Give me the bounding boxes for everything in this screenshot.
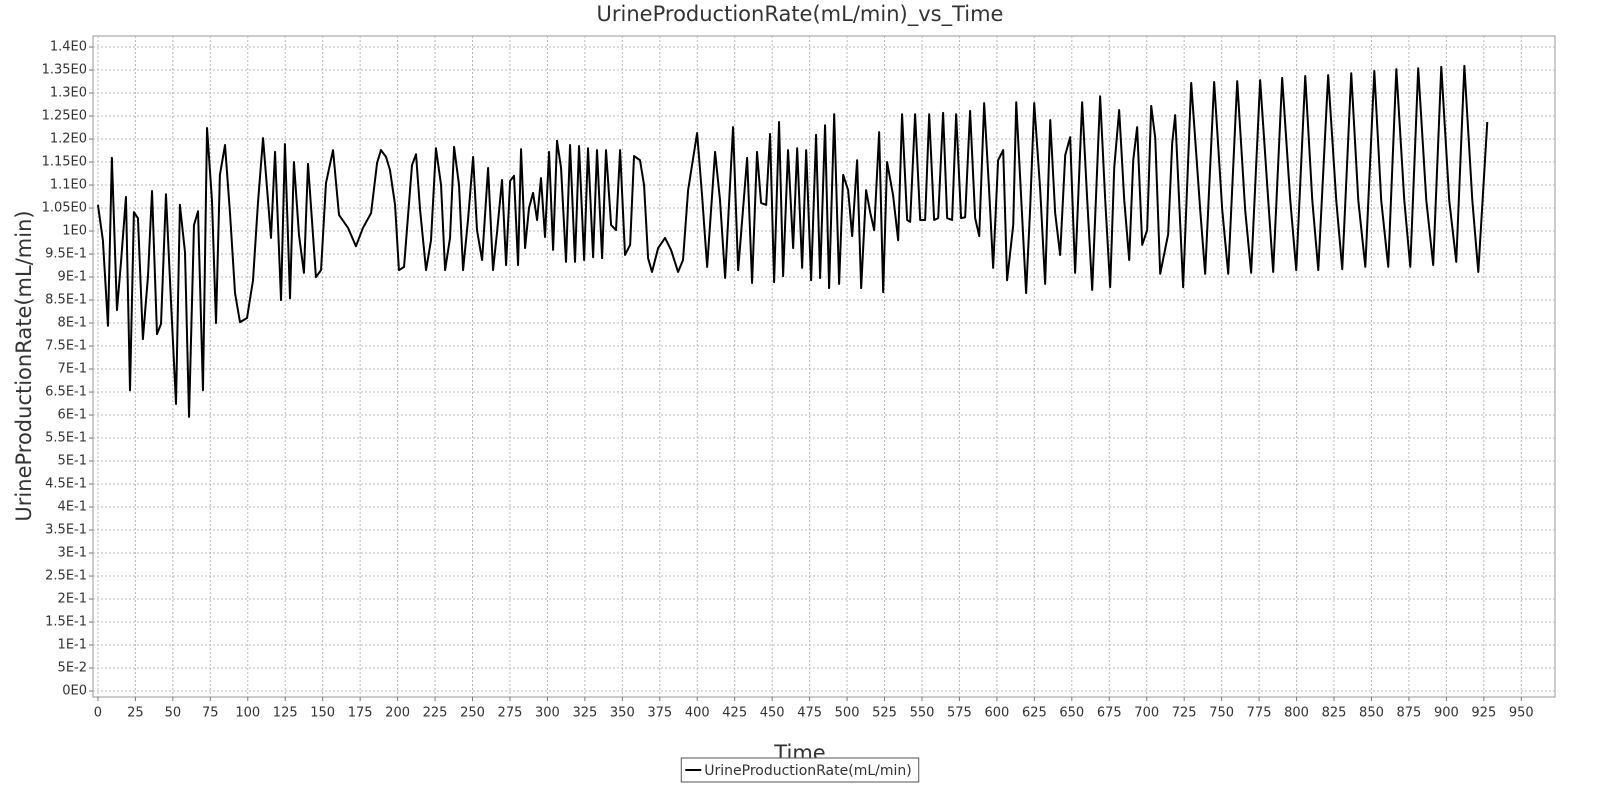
y-tick-label: 8E-1 bbox=[58, 316, 87, 331]
x-tick-label: 575 bbox=[947, 706, 972, 721]
y-tick-label: 4E-1 bbox=[58, 500, 87, 515]
x-tick-label: 625 bbox=[1022, 706, 1047, 721]
x-tick-label: 325 bbox=[572, 706, 597, 721]
chart-title: UrineProductionRate(mL/min)_vs_Time bbox=[597, 2, 1004, 27]
x-tick-label: 500 bbox=[835, 706, 860, 721]
x-tick-label: 350 bbox=[610, 706, 635, 721]
y-tick-label: 1.5E-1 bbox=[45, 615, 87, 630]
x-tick-label: 150 bbox=[310, 706, 335, 721]
x-tick-label: 700 bbox=[1134, 706, 1159, 721]
y-tick-label: 1E-1 bbox=[58, 638, 87, 653]
x-tick-label: 450 bbox=[760, 706, 785, 721]
y-tick-label: 3.5E-1 bbox=[45, 523, 87, 538]
x-tick-label: 125 bbox=[273, 706, 298, 721]
x-tick-label: 725 bbox=[1172, 706, 1197, 721]
y-tick-label: 2.5E-1 bbox=[45, 569, 87, 584]
x-tick-label: 250 bbox=[460, 706, 485, 721]
y-tick-label: 3E-1 bbox=[58, 546, 87, 561]
x-tick-label: 475 bbox=[797, 706, 822, 721]
y-tick-label: 8.5E-1 bbox=[45, 293, 87, 308]
x-tick-label: 50 bbox=[165, 706, 182, 721]
y-tick-label: 1.3E0 bbox=[50, 86, 87, 101]
legend-label: UrineProductionRate(mL/min) bbox=[704, 763, 911, 779]
x-tick-label: 225 bbox=[423, 706, 448, 721]
x-tick-label: 75 bbox=[202, 706, 219, 721]
x-tick-label: 925 bbox=[1471, 706, 1496, 721]
y-tick-label: 1.1E0 bbox=[50, 178, 87, 193]
y-tick-label: 5E-1 bbox=[58, 454, 87, 469]
x-tick-label: 875 bbox=[1397, 706, 1422, 721]
x-tick-label: 675 bbox=[1097, 706, 1122, 721]
y-tick-label: 1.2E0 bbox=[50, 132, 87, 147]
x-tick-label: 0 bbox=[94, 706, 102, 721]
x-tick-label: 825 bbox=[1322, 706, 1347, 721]
x-tick-label: 850 bbox=[1359, 706, 1384, 721]
legend: UrineProductionRate(mL/min) bbox=[680, 757, 920, 783]
x-tick-label: 175 bbox=[348, 706, 373, 721]
y-tick-label: 7E-1 bbox=[58, 362, 87, 377]
y-tick-label: 2E-1 bbox=[58, 592, 87, 607]
y-tick-label: 9E-1 bbox=[58, 270, 87, 285]
x-tick-label: 900 bbox=[1434, 706, 1459, 721]
x-tick-label: 375 bbox=[647, 706, 672, 721]
y-tick-label: 9.5E-1 bbox=[45, 247, 87, 262]
y-tick-label: 6.5E-1 bbox=[45, 385, 87, 400]
y-tick-label: 1.25E0 bbox=[42, 109, 87, 124]
x-tick-label: 525 bbox=[872, 706, 897, 721]
y-tick-label: 7.5E-1 bbox=[45, 339, 87, 354]
y-tick-label: 1.05E0 bbox=[42, 201, 87, 216]
x-tick-label: 775 bbox=[1247, 706, 1272, 721]
y-tick-label: 1.4E0 bbox=[50, 40, 87, 55]
x-tick-label: 650 bbox=[1059, 706, 1084, 721]
x-tick-label: 100 bbox=[235, 706, 260, 721]
y-tick-label: 4.5E-1 bbox=[45, 477, 87, 492]
legend-box bbox=[680, 757, 920, 783]
x-tick-label: 950 bbox=[1509, 706, 1534, 721]
x-tick-label: 800 bbox=[1284, 706, 1309, 721]
y-tick-label: 5E-2 bbox=[58, 661, 87, 676]
x-tick-label: 25 bbox=[127, 706, 144, 721]
data-line bbox=[96, 64, 1489, 418]
y-axis-label: UrineProductionRate(mL/min) bbox=[12, 210, 36, 521]
x-tick-label: 300 bbox=[535, 706, 560, 721]
x-tick-label: 200 bbox=[385, 706, 410, 721]
y-tick-label: 6E-1 bbox=[58, 408, 87, 423]
x-tick-label: 550 bbox=[910, 706, 935, 721]
x-tick-label: 400 bbox=[685, 706, 710, 721]
y-tick-label: 1E0 bbox=[62, 224, 87, 239]
x-tick-label: 425 bbox=[722, 706, 747, 721]
x-tick-label: 275 bbox=[498, 706, 523, 721]
y-tick-label: 1.35E0 bbox=[42, 63, 87, 78]
y-tick-label: 1.15E0 bbox=[42, 155, 87, 170]
y-tick-label: 5.5E-1 bbox=[45, 431, 87, 446]
y-tick-label: 0E0 bbox=[62, 684, 87, 699]
x-tick-label: 750 bbox=[1209, 706, 1234, 721]
x-tick-label: 600 bbox=[984, 706, 1009, 721]
